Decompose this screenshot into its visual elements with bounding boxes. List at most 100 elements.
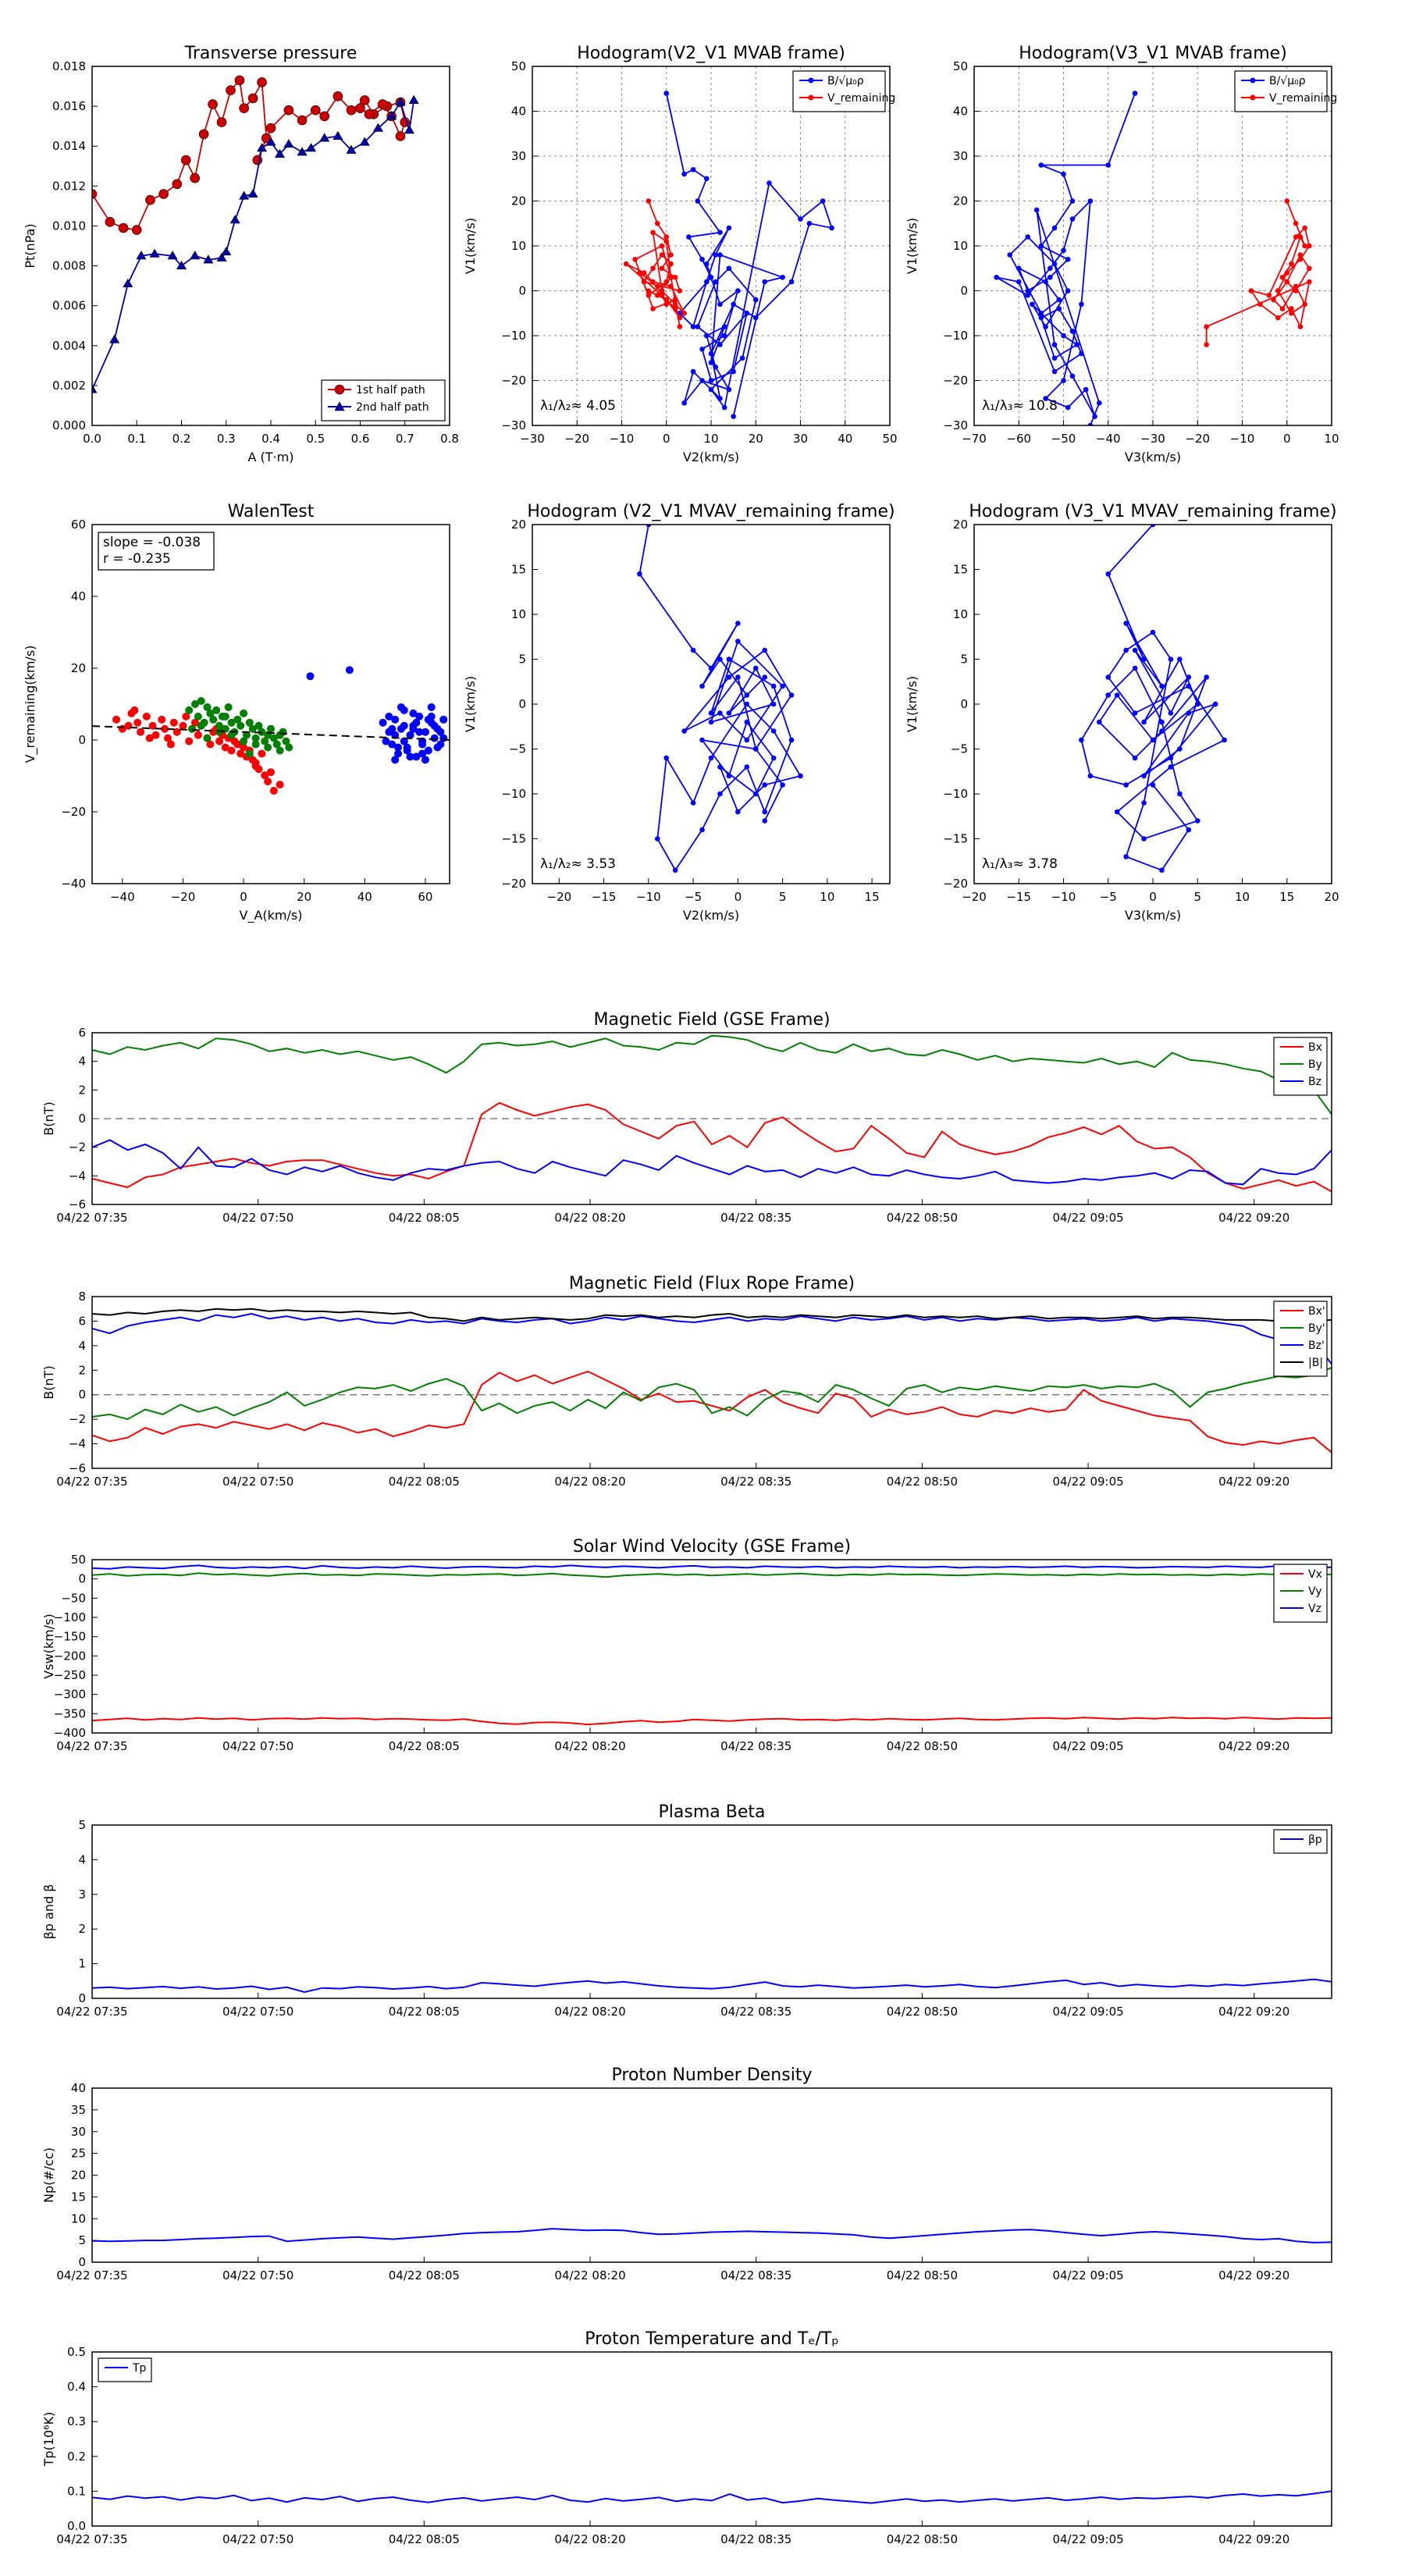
data-marker <box>641 270 647 276</box>
x-tick-label: 04/22 08:05 <box>389 1739 460 1753</box>
data-marker <box>663 297 670 303</box>
data-marker <box>1204 324 1209 329</box>
chart-title: Hodogram(V3_V1 MVAB frame) <box>1019 44 1287 63</box>
data-marker <box>105 217 116 227</box>
data-marker <box>180 155 191 165</box>
data-marker <box>1065 256 1071 262</box>
data-marker <box>1051 368 1058 375</box>
x-tick-label: −30 <box>520 432 545 446</box>
data-marker <box>735 621 741 626</box>
x-tick-label: 15 <box>1279 890 1294 904</box>
data-marker <box>1048 265 1053 272</box>
x-tick-label: −5 <box>685 890 702 904</box>
chart-panels: 0.0000.0020.0040.0060.0080.0100.0120.014… <box>23 44 1339 2546</box>
scatter-point <box>185 706 194 714</box>
data-marker <box>713 279 719 285</box>
y-tick-label: 0 <box>960 697 968 711</box>
data-marker <box>109 334 120 343</box>
x-tick-label: 04/22 07:35 <box>56 1739 127 1753</box>
scatter-point <box>388 740 397 749</box>
data-marker <box>770 728 777 734</box>
data-marker <box>744 701 750 707</box>
x-tick-label: 04/22 09:20 <box>1218 1475 1289 1489</box>
data-marker <box>1150 629 1156 635</box>
y-tick-label: 5 <box>78 2233 86 2247</box>
legend-label: Tp <box>132 2362 147 2375</box>
data-marker <box>650 229 656 236</box>
data-marker <box>681 310 687 316</box>
data-marker <box>1194 818 1200 824</box>
scatter-point <box>237 721 245 730</box>
data-marker <box>677 324 683 329</box>
x-tick-label: 40 <box>357 890 372 904</box>
y-tick-label: 0.002 <box>52 379 86 393</box>
data-marker <box>1132 665 1138 671</box>
data-marker <box>247 188 258 198</box>
data-marker <box>1087 422 1094 425</box>
data-marker <box>663 234 670 240</box>
x-tick-label: 04/22 07:35 <box>56 2005 127 2019</box>
x-tick-label: 04/22 09:05 <box>1052 2532 1123 2546</box>
legend-marker <box>334 401 345 411</box>
x-tick-label: 5 <box>1193 890 1201 904</box>
legend-label: 1st half path <box>356 384 425 397</box>
data-marker <box>717 301 723 308</box>
data-marker <box>744 310 750 316</box>
y-tick-label: −4 <box>69 1169 86 1183</box>
scatter-point <box>261 737 269 745</box>
x-tick-label: 04/22 07:50 <box>222 1475 293 1489</box>
x-tick-label: 0.6 <box>351 432 370 446</box>
data-marker <box>672 301 678 308</box>
scatter-point <box>412 718 421 727</box>
plot-frame <box>91 66 450 426</box>
legend-box <box>1273 1829 1328 1854</box>
x-tick-label: −10 <box>1230 432 1255 446</box>
x-tick-label: 04/22 09:05 <box>1052 1211 1123 1225</box>
annotation-box <box>98 532 215 571</box>
scatter-point <box>415 712 424 720</box>
data-marker <box>1132 755 1138 761</box>
x-tick-label: −20 <box>547 890 572 904</box>
data-marker <box>239 190 250 200</box>
data-marker <box>1025 288 1030 294</box>
data-marker <box>221 247 232 256</box>
scatter-point <box>418 740 427 749</box>
y-tick-label: −150 <box>54 1630 86 1644</box>
data-marker <box>681 171 687 177</box>
legend-marker <box>334 384 345 395</box>
data-marker <box>1074 342 1080 347</box>
data-marker <box>663 755 670 761</box>
chart-title: Hodogram(V2_V1 MVAB frame) <box>577 44 845 63</box>
data-marker <box>1141 836 1147 841</box>
data-marker <box>735 288 741 294</box>
x-tick-label: 20 <box>749 432 763 446</box>
scatter-point <box>391 756 400 764</box>
x-tick-label: 04/22 09:20 <box>1218 2005 1289 2019</box>
y-tick-label: −10 <box>501 787 526 801</box>
data-marker <box>726 773 732 779</box>
scatter-point <box>397 703 405 711</box>
chart-title: Magnetic Field (Flux Rope Frame) <box>569 1274 855 1293</box>
data-marker <box>1284 270 1290 276</box>
data-marker <box>1257 301 1263 308</box>
x-tick-label: 04/22 07:50 <box>222 1739 293 1753</box>
data-marker <box>265 137 276 146</box>
data-marker <box>752 746 759 752</box>
data-marker <box>1083 386 1089 393</box>
scatter-point <box>409 724 418 733</box>
legend-label: Vy <box>1308 1585 1322 1598</box>
legend-marker <box>1250 77 1256 84</box>
data-marker <box>780 782 785 788</box>
y-tick-label: −400 <box>54 1726 86 1740</box>
legend-label: Bx <box>1308 1041 1322 1054</box>
data-marker <box>1069 198 1076 204</box>
y-tick-label: 0.004 <box>52 339 86 353</box>
x-tick-label: 10 <box>703 432 718 446</box>
data-marker <box>1105 692 1112 698</box>
plot-area <box>92 2228 1332 2243</box>
x-tick-label: 04/22 09:20 <box>1218 1211 1289 1225</box>
plot-frame <box>91 1032 1332 1205</box>
data-marker <box>1033 207 1040 213</box>
legend-label: V_remaining <box>827 92 895 105</box>
